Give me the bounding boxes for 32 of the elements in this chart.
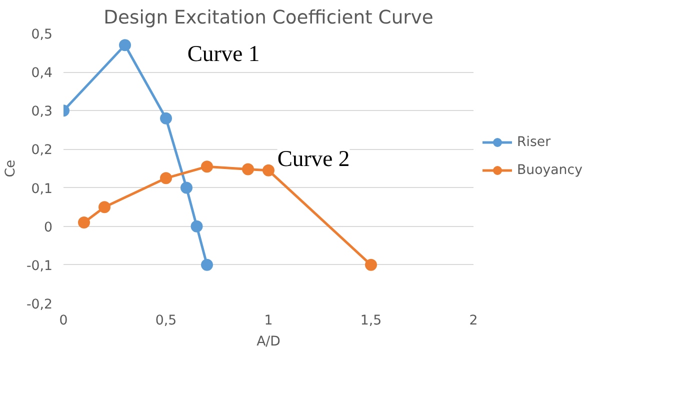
point <box>160 172 172 184</box>
x-tick-label: 0,5 <box>155 314 177 328</box>
x-tick-label: 1,5 <box>360 314 382 328</box>
y-axis-title: Ce <box>3 160 18 178</box>
x-tick-label: 0 <box>59 314 68 328</box>
point <box>78 216 90 228</box>
point <box>201 258 213 271</box>
point <box>98 201 110 214</box>
x-axis-title: A/D <box>256 334 280 350</box>
y-tick-label: -0,2 <box>26 298 53 312</box>
point <box>160 112 172 124</box>
point <box>180 182 192 194</box>
y-tick-label: 0 <box>44 220 53 236</box>
y-tick-label: 0,4 <box>31 66 53 82</box>
point <box>201 160 213 173</box>
legend-label: Riser <box>517 134 551 150</box>
x-tick-label: 1 <box>264 314 273 328</box>
x-tick-label: 2 <box>469 314 478 328</box>
chart-title: Design Excitation Coefficient Curve <box>104 8 434 28</box>
point <box>262 164 274 176</box>
y-tick-label: 0,3 <box>31 104 53 120</box>
point <box>242 163 254 176</box>
point <box>365 258 377 271</box>
annotation: Curve 1 <box>187 41 260 66</box>
y-tick-label: 0,1 <box>31 182 53 197</box>
point <box>190 220 203 232</box>
legend-label: Buoyancy <box>517 162 582 178</box>
y-tick-label: 0,5 <box>31 28 53 42</box>
annotation: Curve 2 <box>277 146 350 171</box>
y-tick-label: 0,2 <box>31 143 53 158</box>
point <box>119 39 131 52</box>
y-tick-label: -0,1 <box>26 258 53 274</box>
